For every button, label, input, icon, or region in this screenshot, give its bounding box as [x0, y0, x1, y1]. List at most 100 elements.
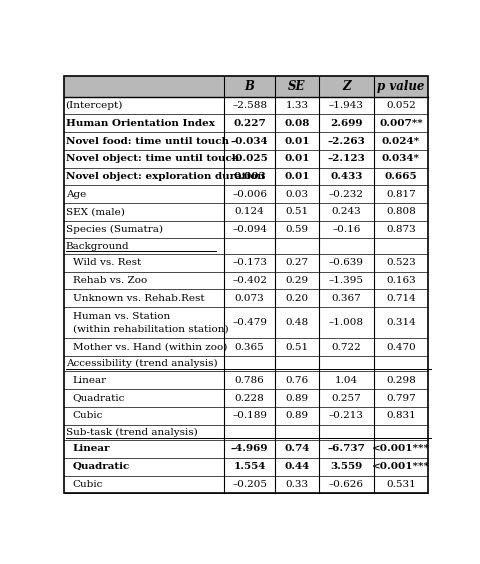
FancyBboxPatch shape — [64, 76, 428, 97]
Text: 0.808: 0.808 — [386, 208, 416, 217]
Text: Mother vs. Hand (within zoo): Mother vs. Hand (within zoo) — [73, 342, 227, 351]
Text: 0.89: 0.89 — [286, 394, 309, 403]
Text: 0.314: 0.314 — [386, 318, 416, 327]
Text: 0.76: 0.76 — [286, 376, 309, 385]
Text: Linear: Linear — [73, 444, 110, 453]
Text: Linear: Linear — [73, 376, 107, 385]
Text: –2.588: –2.588 — [232, 101, 267, 110]
Text: 0.007**: 0.007** — [379, 119, 423, 128]
Text: –2.123: –2.123 — [327, 154, 365, 163]
Text: 1.33: 1.33 — [286, 101, 309, 110]
Text: SE: SE — [288, 80, 306, 93]
Text: 0.03: 0.03 — [286, 190, 309, 199]
Text: –0.094: –0.094 — [232, 225, 267, 234]
Text: 0.470: 0.470 — [386, 342, 416, 351]
Text: B: B — [245, 80, 254, 93]
Text: –4.969: –4.969 — [231, 444, 268, 453]
Text: 0.003: 0.003 — [233, 172, 266, 181]
Text: 0.08: 0.08 — [284, 119, 310, 128]
Text: Unknown vs. Rehab.Rest: Unknown vs. Rehab.Rest — [73, 294, 204, 303]
Text: 0.89: 0.89 — [286, 411, 309, 420]
Text: 0.01: 0.01 — [284, 172, 310, 181]
Text: Quadratic: Quadratic — [73, 394, 125, 403]
Text: –0.626: –0.626 — [329, 480, 364, 489]
Text: 0.831: 0.831 — [386, 411, 416, 420]
Text: –0.402: –0.402 — [232, 276, 267, 285]
Text: –0.639: –0.639 — [329, 258, 364, 267]
Text: 0.227: 0.227 — [233, 119, 266, 128]
Text: 0.20: 0.20 — [286, 294, 309, 303]
Text: –0.006: –0.006 — [232, 190, 267, 199]
Text: –0.16: –0.16 — [332, 225, 360, 234]
Text: –1.395: –1.395 — [329, 276, 364, 285]
Text: 0.01: 0.01 — [284, 154, 310, 163]
Text: Cubic: Cubic — [73, 411, 103, 420]
Text: Novel object: time until touch: Novel object: time until touch — [66, 154, 239, 163]
Text: Rehab vs. Zoo: Rehab vs. Zoo — [73, 276, 147, 285]
Text: 0.665: 0.665 — [384, 172, 417, 181]
Text: 0.33: 0.33 — [286, 480, 309, 489]
Text: –0.034: –0.034 — [231, 136, 268, 146]
Text: 0.59: 0.59 — [286, 225, 309, 234]
Text: Novel object: exploration duration: Novel object: exploration duration — [66, 172, 264, 181]
Text: –0.189: –0.189 — [232, 411, 267, 420]
Text: 0.531: 0.531 — [386, 480, 416, 489]
Text: <0.001***: <0.001*** — [372, 462, 430, 471]
Text: –0.173: –0.173 — [232, 258, 267, 267]
Text: –1.943: –1.943 — [329, 101, 364, 110]
Text: 2.699: 2.699 — [330, 119, 362, 128]
Text: (within rehabilitation station): (within rehabilitation station) — [73, 324, 228, 333]
Text: 0.51: 0.51 — [286, 342, 309, 351]
Text: Quadratic: Quadratic — [73, 462, 130, 471]
Text: –0.479: –0.479 — [232, 318, 267, 327]
Text: 0.433: 0.433 — [330, 172, 362, 181]
Text: Novel food: time until touch: Novel food: time until touch — [66, 136, 228, 146]
Text: 0.365: 0.365 — [235, 342, 264, 351]
Text: 0.228: 0.228 — [235, 394, 264, 403]
Text: Age: Age — [66, 190, 86, 199]
Text: Sub-task (trend analysis): Sub-task (trend analysis) — [66, 428, 197, 437]
Text: –0.025: –0.025 — [231, 154, 268, 163]
Text: <0.001***: <0.001*** — [372, 444, 430, 453]
Text: –0.232: –0.232 — [329, 190, 364, 199]
Text: 0.01: 0.01 — [284, 136, 310, 146]
Text: 0.367: 0.367 — [331, 294, 361, 303]
Text: 0.29: 0.29 — [286, 276, 309, 285]
Text: 1.04: 1.04 — [335, 376, 358, 385]
Text: –0.205: –0.205 — [232, 480, 267, 489]
Text: 0.48: 0.48 — [286, 318, 309, 327]
Text: p value: p value — [377, 80, 425, 93]
Text: 0.51: 0.51 — [286, 208, 309, 217]
Text: 0.797: 0.797 — [386, 394, 416, 403]
Text: –0.213: –0.213 — [329, 411, 364, 420]
Text: –1.008: –1.008 — [329, 318, 364, 327]
Text: 0.124: 0.124 — [235, 208, 264, 217]
Text: Human vs. Station: Human vs. Station — [73, 312, 170, 321]
Text: 0.27: 0.27 — [286, 258, 309, 267]
Text: –6.737: –6.737 — [327, 444, 365, 453]
Text: 0.298: 0.298 — [386, 376, 416, 385]
Text: Wild vs. Rest: Wild vs. Rest — [73, 258, 141, 267]
Text: 3.559: 3.559 — [330, 462, 362, 471]
Text: 0.873: 0.873 — [386, 225, 416, 234]
Text: 0.034*: 0.034* — [382, 154, 420, 163]
Text: 0.052: 0.052 — [386, 101, 416, 110]
Text: Z: Z — [342, 80, 350, 93]
Text: 0.243: 0.243 — [331, 208, 361, 217]
Text: 0.74: 0.74 — [284, 444, 310, 453]
Text: Human Orientation Index: Human Orientation Index — [66, 119, 215, 128]
Text: 0.817: 0.817 — [386, 190, 416, 199]
Text: 0.024*: 0.024* — [382, 136, 420, 146]
Text: 0.163: 0.163 — [386, 276, 416, 285]
Text: –2.263: –2.263 — [327, 136, 365, 146]
Text: 0.257: 0.257 — [331, 394, 361, 403]
Text: 0.786: 0.786 — [235, 376, 264, 385]
Text: Accessibility (trend analysis): Accessibility (trend analysis) — [66, 359, 217, 368]
Text: Species (Sumatra): Species (Sumatra) — [66, 225, 163, 234]
Text: SEX (male): SEX (male) — [66, 208, 124, 217]
Text: 0.714: 0.714 — [386, 294, 416, 303]
Text: 0.073: 0.073 — [235, 294, 264, 303]
Text: Cubic: Cubic — [73, 480, 103, 489]
Text: 1.554: 1.554 — [233, 462, 266, 471]
Text: Background: Background — [66, 242, 129, 250]
